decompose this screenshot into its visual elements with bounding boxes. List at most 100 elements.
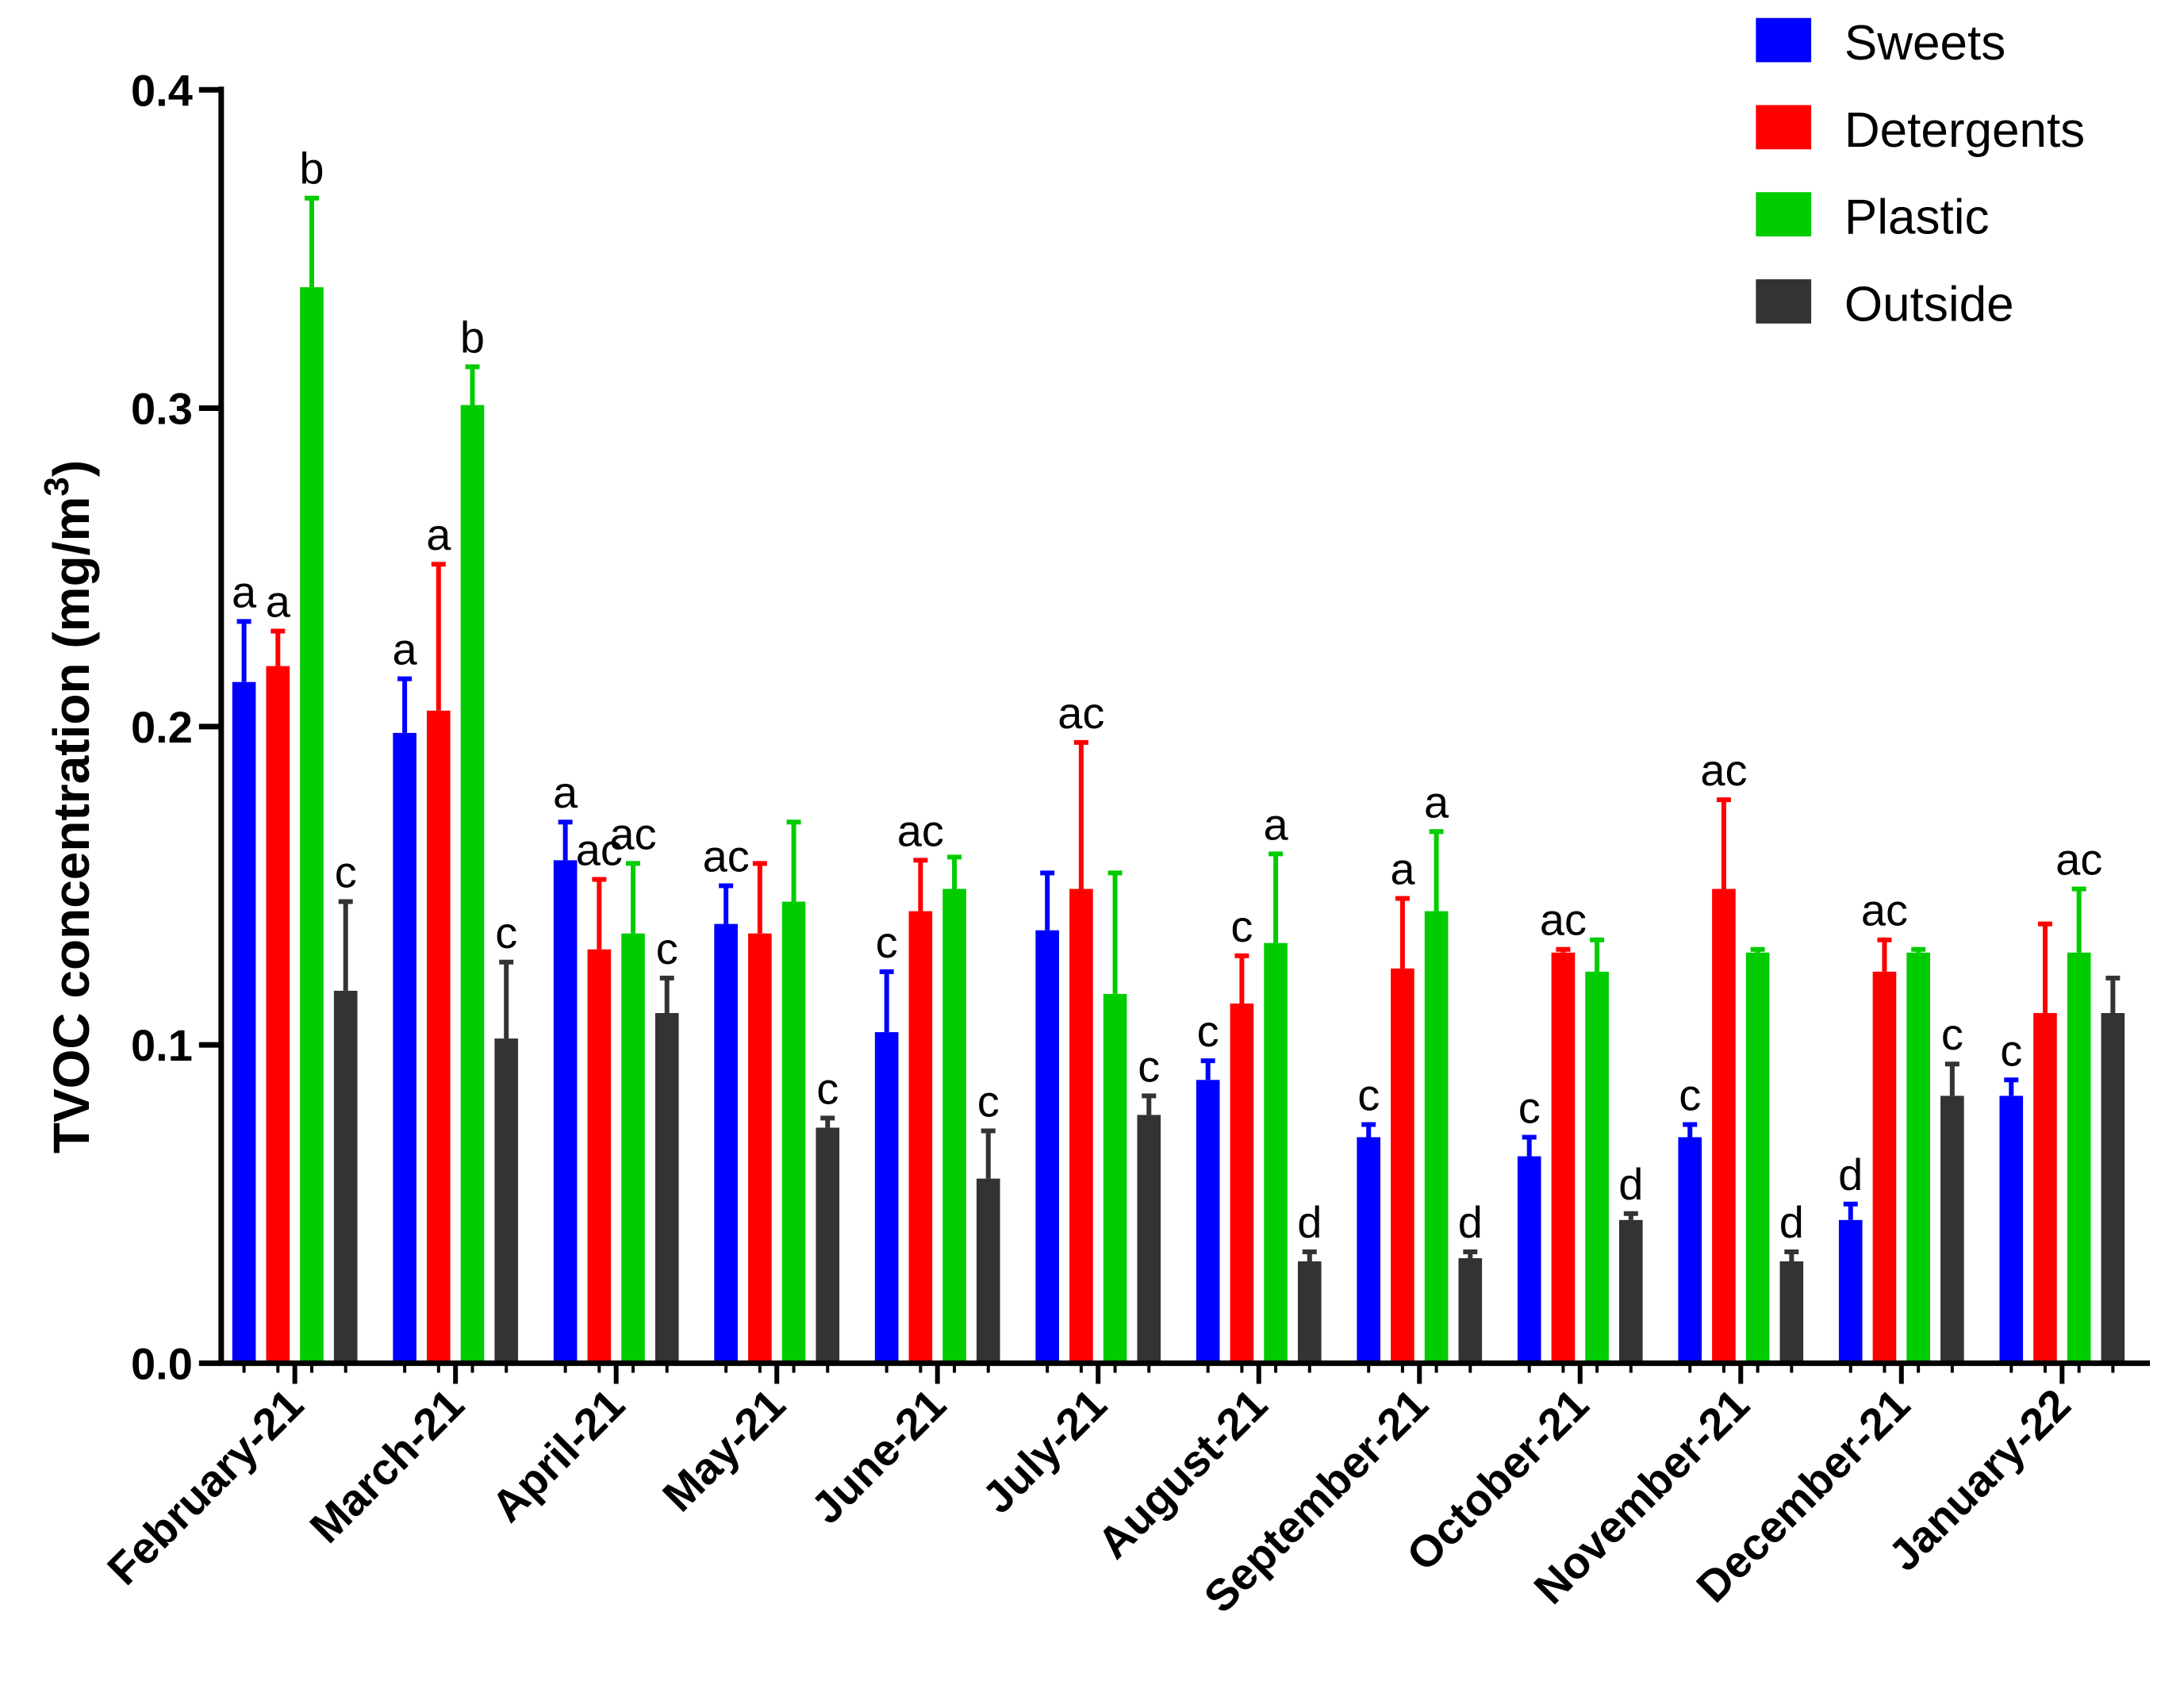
error-bars-group <box>236 195 2121 1261</box>
bar-detergents <box>2033 1012 2057 1364</box>
bar-sweets <box>1196 1080 1220 1364</box>
axes <box>218 86 2151 1384</box>
x-tick-label-group: June-21 <box>801 1379 955 1533</box>
bar-sweets <box>1838 1219 1863 1364</box>
significance-label: b <box>460 312 485 362</box>
significance-label: c <box>2000 1025 2022 1075</box>
bar-sweets <box>393 732 416 1364</box>
bar-outside <box>1940 1096 1964 1364</box>
x-tick-label-group: July-21 <box>973 1379 1116 1522</box>
bar-outside <box>1458 1257 1483 1364</box>
bar-plastic <box>621 933 645 1364</box>
bar-detergents <box>748 933 772 1364</box>
y-axis-title: TVOC concentration (mg/m3) <box>37 460 100 1153</box>
x-tick-label-group: February-21 <box>98 1379 313 1594</box>
bar-detergents <box>1069 889 1093 1364</box>
y-tick-label: 0.3 <box>131 384 193 434</box>
significance-label: c <box>1138 1041 1160 1091</box>
significance-label: a <box>1390 844 1415 894</box>
bar-outside <box>1297 1261 1322 1364</box>
significance-label: d <box>1458 1197 1483 1247</box>
significance-label: c <box>656 923 678 973</box>
significance-label: c <box>876 917 898 967</box>
significance-label: d <box>1838 1150 1863 1199</box>
x-tick-label-group: April-21 <box>482 1379 634 1531</box>
legend-swatch-outside <box>1756 279 1812 324</box>
y-tick-label: 0.2 <box>131 702 193 752</box>
bar-detergents <box>587 949 612 1364</box>
significance-label: c <box>1941 1009 1963 1059</box>
bar-sweets <box>232 681 256 1364</box>
bar-sweets <box>714 923 738 1364</box>
legend-swatch-detergents <box>1756 105 1812 150</box>
legend-swatch-sweets <box>1756 17 1812 63</box>
y-axis-title-text: TVOC concentration (mg/m <box>43 497 100 1154</box>
significance-label: d <box>1618 1159 1643 1209</box>
significance-label: a <box>266 576 291 626</box>
bar-plastic <box>460 405 485 1364</box>
y-axis-title-superscript: 3 <box>37 477 76 496</box>
svg-text:TVOC concentration (mg/m3): TVOC concentration (mg/m3) <box>37 460 100 1153</box>
bar-plastic <box>1264 942 1288 1364</box>
significance-label: a <box>1264 799 1289 849</box>
x-tick-label: February-21 <box>98 1379 313 1594</box>
y-tick-label: 0.4 <box>131 65 193 115</box>
bar-outside <box>976 1178 1000 1364</box>
bar-detergents <box>1391 968 1414 1364</box>
significance-label: a <box>553 767 578 817</box>
bar-plastic <box>1585 971 1609 1364</box>
x-tick-label: June-21 <box>801 1379 955 1533</box>
significance-label: ac <box>2055 834 2102 884</box>
bar-detergents <box>427 710 451 1364</box>
x-tick-label: March-21 <box>300 1379 473 1552</box>
bar-plastic <box>781 901 806 1364</box>
legend-label-outside: Outside <box>1844 277 2014 332</box>
significance-label: a <box>426 509 451 559</box>
bar-detergents <box>266 666 290 1364</box>
y-tick-label: 0.1 <box>131 1020 193 1070</box>
legend-label-sweets: Sweets <box>1844 16 2006 71</box>
bar-sweets <box>874 1032 899 1364</box>
legend: Sweets Detergents Plastic Outside <box>1756 16 2085 332</box>
bar-detergents <box>1551 952 1576 1364</box>
significance-label: ac <box>1700 745 1747 795</box>
significance-label: a <box>1424 777 1449 827</box>
legend-swatch-plastic <box>1756 192 1812 237</box>
bar-outside <box>2101 1012 2125 1364</box>
significance-label: c <box>816 1063 839 1113</box>
significance-label: ac <box>1861 885 1908 935</box>
bar-plastic <box>942 889 966 1364</box>
bar-outside <box>654 1012 679 1364</box>
bar-sweets <box>553 860 578 1364</box>
bar-detergents <box>908 911 933 1364</box>
significance-label: a <box>232 566 257 616</box>
bar-sweets <box>1999 1096 2024 1364</box>
bar-plastic <box>300 287 324 1364</box>
bar-plastic <box>1103 993 1127 1364</box>
bar-detergents <box>1230 1003 1254 1364</box>
significance-label: a <box>393 624 418 674</box>
bar-sweets <box>1035 930 1059 1364</box>
bar-outside <box>816 1127 840 1364</box>
x-tick-label: May-21 <box>653 1379 795 1521</box>
legend-label-detergents: Detergents <box>1844 103 2085 158</box>
bar-plastic <box>2067 952 2091 1364</box>
bar-detergents <box>1712 889 1736 1364</box>
x-tick-label-group: May-21 <box>653 1379 795 1521</box>
x-tick-label-group: March-21 <box>300 1379 473 1552</box>
significance-label: ac <box>1540 895 1587 945</box>
significance-label: d <box>1779 1197 1804 1247</box>
bar-outside <box>333 990 358 1364</box>
bar-plastic <box>1745 952 1770 1364</box>
x-tick-label: July-21 <box>973 1379 1116 1522</box>
significance-label: ac <box>703 831 750 881</box>
bar-outside <box>1137 1115 1161 1364</box>
significance-label: c <box>1230 901 1253 951</box>
significance-label: c <box>1357 1069 1380 1119</box>
significance-label: ac <box>897 805 944 855</box>
significance-label: c <box>1679 1069 1701 1119</box>
significance-label: d <box>1297 1197 1322 1247</box>
